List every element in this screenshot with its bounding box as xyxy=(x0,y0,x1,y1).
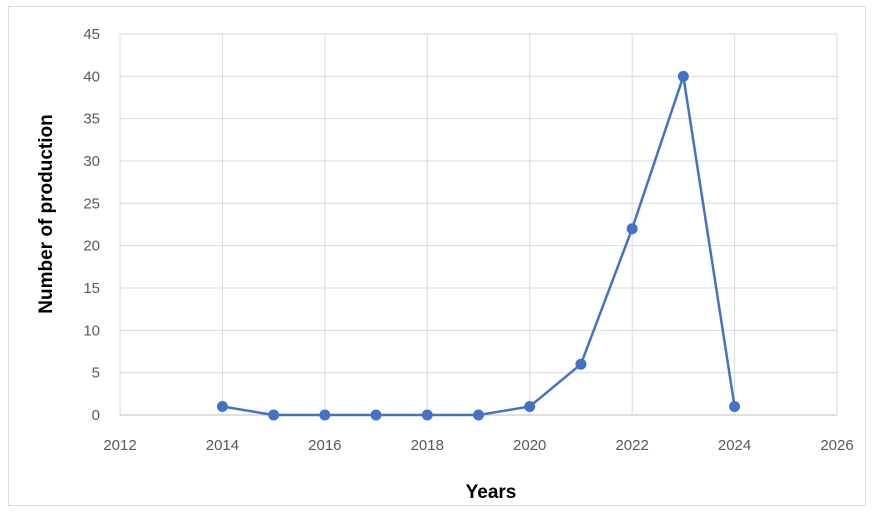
data-point xyxy=(626,223,638,235)
y-tick-label: 30 xyxy=(83,153,100,170)
x-tick-label: 2014 xyxy=(206,437,239,454)
y-tick-label: 35 xyxy=(83,111,100,128)
data-point xyxy=(370,409,382,421)
y-tick-label: 25 xyxy=(83,195,100,212)
x-tick-label: 2020 xyxy=(513,437,546,454)
y-axis-ticks: 0 5 10 15 20 25 30 35 40 45 xyxy=(83,26,100,424)
data-point xyxy=(524,401,536,413)
data-point xyxy=(729,401,741,413)
data-point xyxy=(268,409,280,421)
y-tick-label: 5 xyxy=(92,365,100,382)
data-point xyxy=(473,409,484,421)
y-tick-label: 40 xyxy=(83,68,100,85)
y-tick-label: 20 xyxy=(83,238,100,255)
grid-lines xyxy=(119,33,838,416)
x-tick-label: 2018 xyxy=(411,437,444,454)
x-axis-title: Years xyxy=(466,482,517,503)
x-tick-label: 2026 xyxy=(820,437,853,454)
y-tick-label: 10 xyxy=(83,322,100,339)
y-tick-label: 45 xyxy=(83,26,100,43)
data-point xyxy=(319,409,331,421)
data-point xyxy=(216,401,228,413)
chart-frame xyxy=(8,6,866,506)
x-tick-label: 2012 xyxy=(103,437,136,454)
x-tick-label: 2022 xyxy=(615,437,648,454)
data-point xyxy=(421,409,433,421)
data-point xyxy=(575,358,587,370)
x-tick-label: 2016 xyxy=(308,437,341,454)
data-point xyxy=(677,70,689,82)
x-axis-ticks: 2012 2014 2016 2018 2020 2022 2024 2026 xyxy=(103,437,853,454)
y-axis-title: Number of production xyxy=(36,114,57,313)
y-tick-label: 15 xyxy=(83,280,100,297)
series-layer xyxy=(216,70,741,421)
x-tick-label: 2024 xyxy=(718,437,751,454)
y-tick-label: 0 xyxy=(92,407,100,424)
